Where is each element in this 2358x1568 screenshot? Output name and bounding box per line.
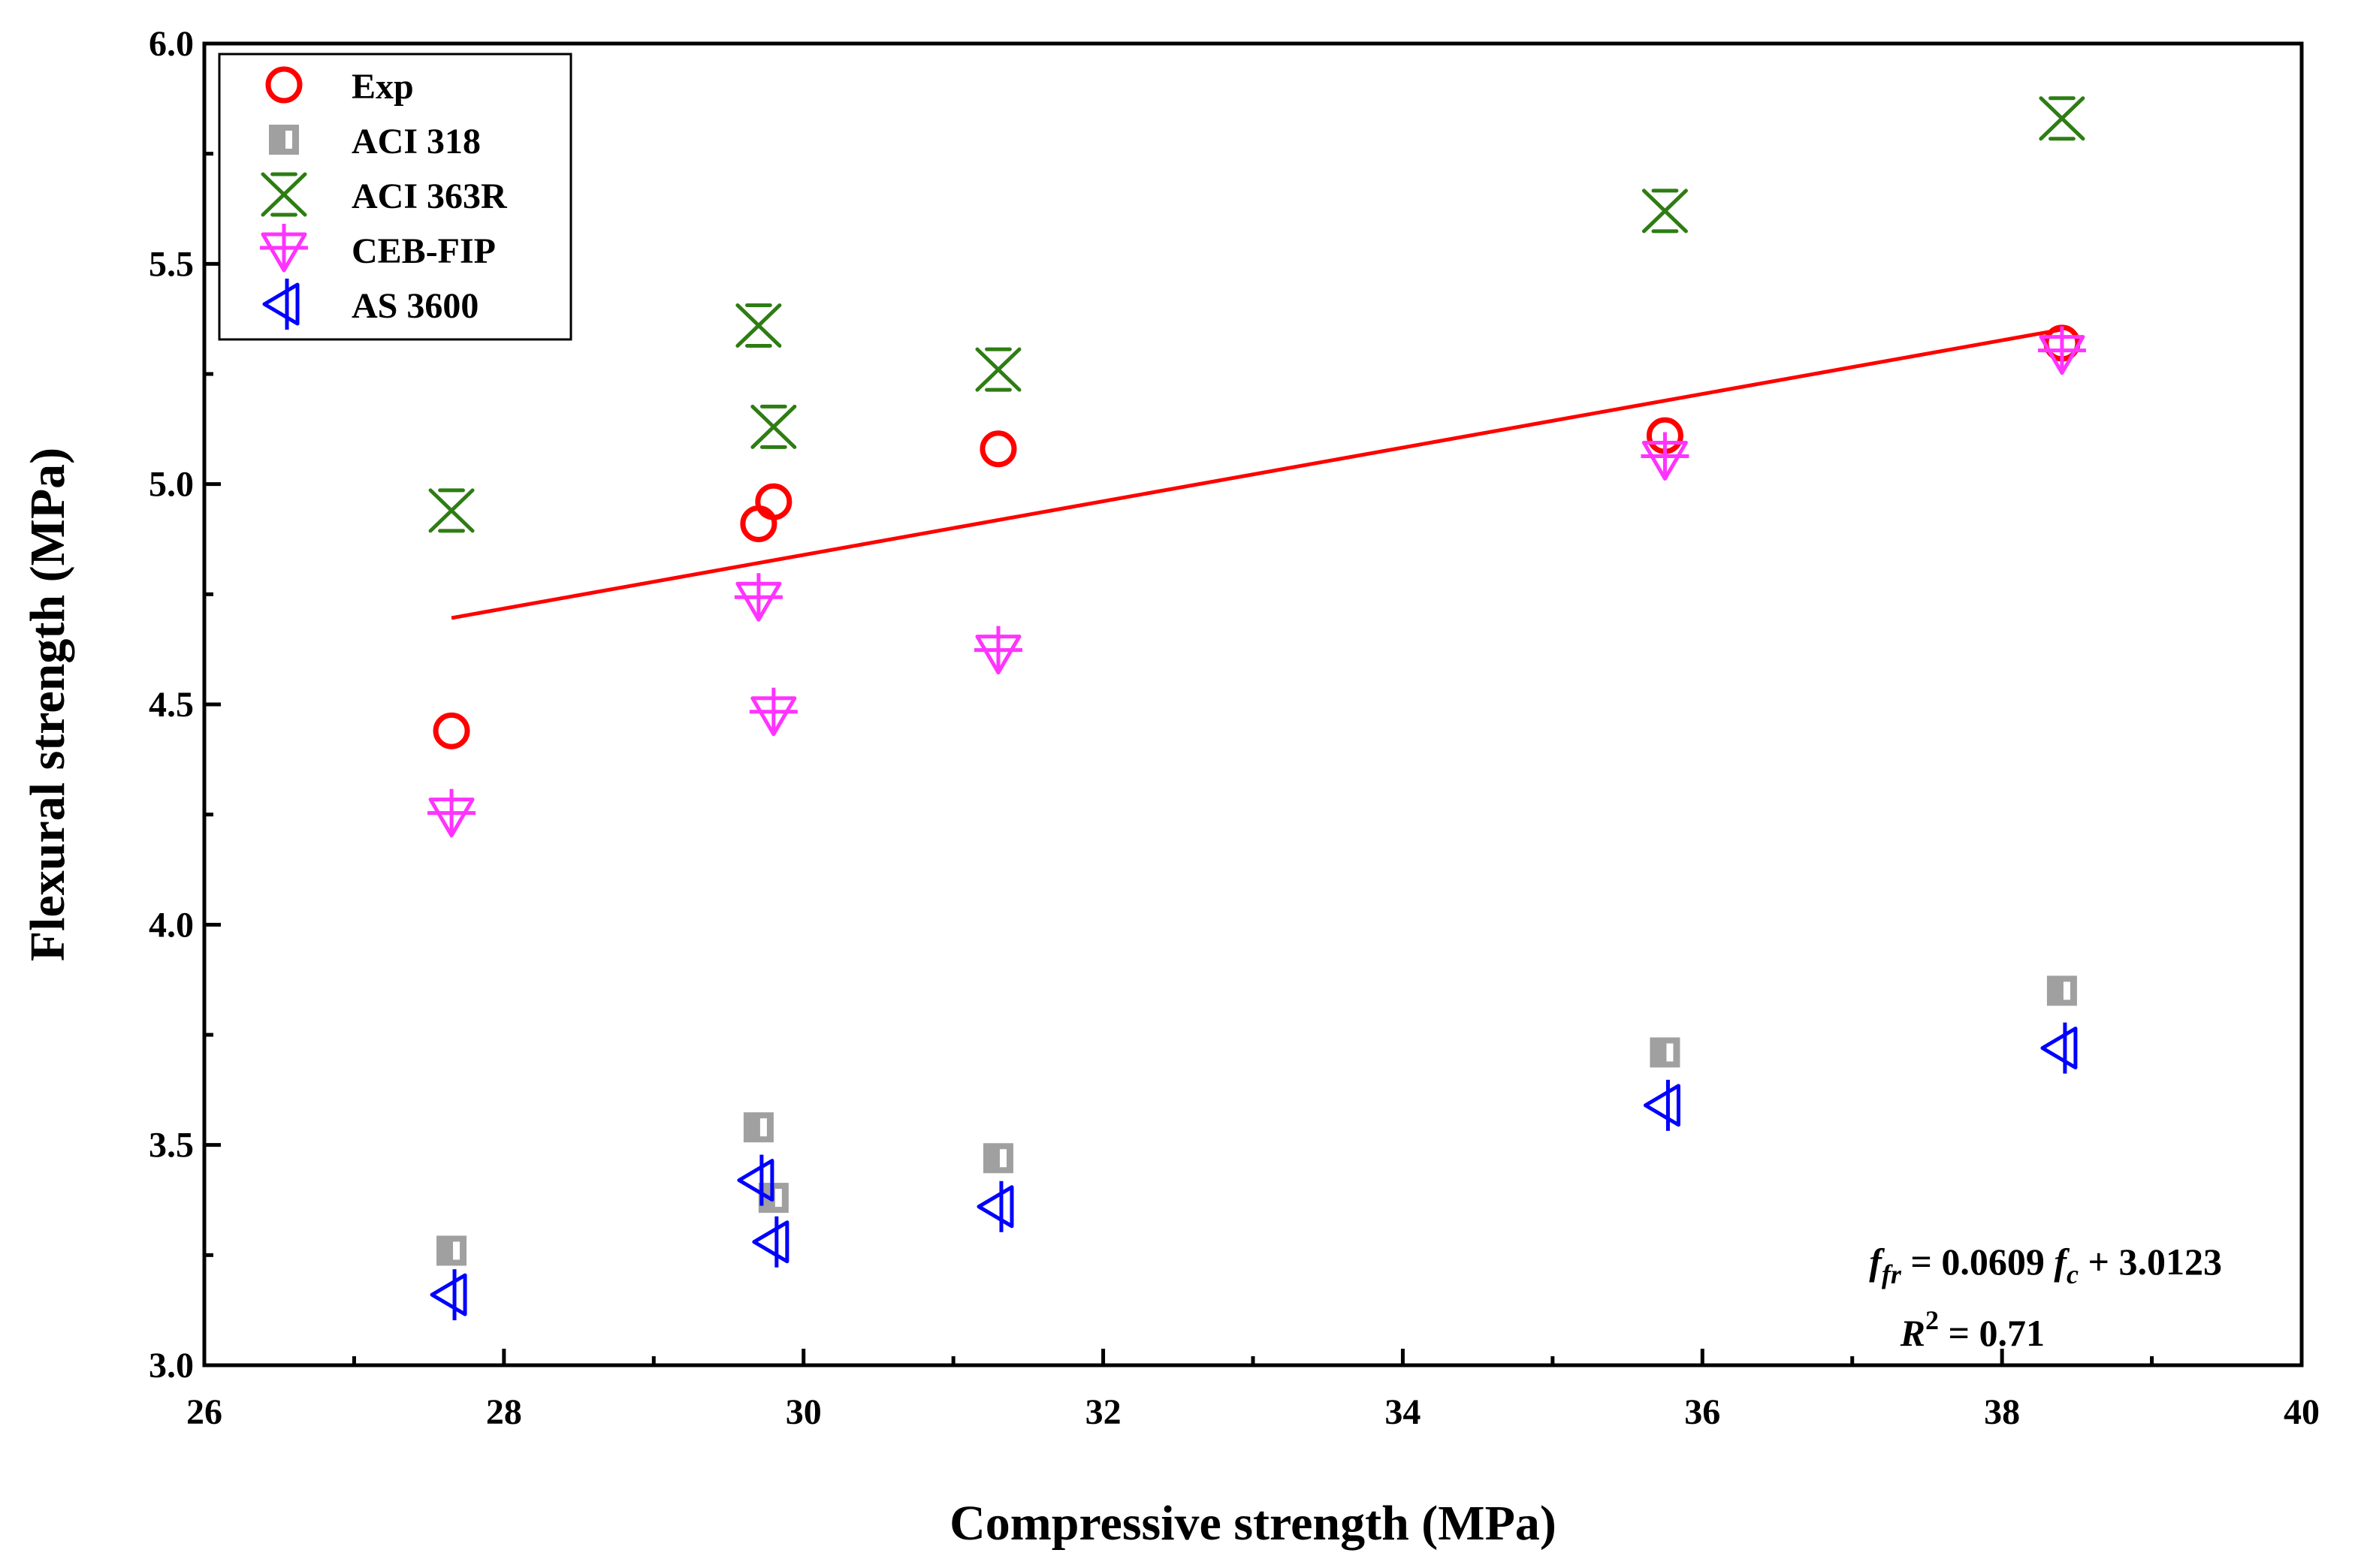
point-aci-318-4 xyxy=(1650,1037,1680,1068)
point-aci-363r-2 xyxy=(750,404,797,449)
point-aci-363r-4 xyxy=(1641,188,1688,234)
y-tick-label: 3.0 xyxy=(149,1346,194,1386)
y-tick-label: 6.0 xyxy=(149,24,194,64)
data-points xyxy=(427,96,2086,1321)
x-tick-label: 40 xyxy=(2284,1392,2320,1432)
legend-marker-ceb-fip xyxy=(260,224,308,273)
point-as-3600-2 xyxy=(752,1216,790,1268)
point-ceb-fip-3 xyxy=(974,626,1022,675)
point-exp-1 xyxy=(740,505,777,542)
r2-sup: 2 xyxy=(1925,1305,1939,1335)
point-aci-318-3 xyxy=(983,1143,1013,1174)
point-as-3600-4 xyxy=(1643,1079,1680,1131)
x-axis-title: Compressive strength (MPa) xyxy=(950,1496,1556,1551)
point-aci-363r-5 xyxy=(2039,96,2085,141)
legend-markers xyxy=(260,66,308,330)
r2-value: = 0.71 xyxy=(1939,1312,2045,1354)
eq-f: f xyxy=(1869,1241,1885,1283)
legend-marker-aci-318 xyxy=(269,125,299,155)
point-ceb-fip-1 xyxy=(734,573,783,622)
point-as-3600-5 xyxy=(2040,1022,2078,1074)
r-squared: R2 = 0.71 xyxy=(1900,1305,2045,1354)
point-aci-363r-3 xyxy=(975,347,1022,392)
y-tick-labels: 3.0 3.5 4.0 4.5 5.0 5.5 6.0 xyxy=(149,24,194,1386)
legend-label-as3600: AS 3600 xyxy=(352,286,479,326)
point-aci-318-1 xyxy=(743,1112,774,1143)
x-tick-label: 38 xyxy=(1984,1392,2020,1432)
y-tick-label: 4.0 xyxy=(149,905,194,945)
x-tick-labels: 26 28 30 32 34 36 38 40 xyxy=(186,1392,2320,1432)
eq-fr-subscript: fr xyxy=(1882,1259,1902,1289)
point-aci-318-5 xyxy=(2046,975,2077,1006)
x-tick-label: 32 xyxy=(1085,1392,1122,1432)
y-axis-title: Flexural strength (MPa) xyxy=(20,448,75,961)
axis-ticks xyxy=(202,41,2304,1367)
point-as-3600-3 xyxy=(977,1181,1014,1232)
point-aci-363r-1 xyxy=(735,303,782,348)
point-exp-2 xyxy=(755,483,793,520)
legend-marker-aci-363r xyxy=(261,172,307,217)
x-tick-label: 34 xyxy=(1384,1392,1421,1432)
point-as-3600-0 xyxy=(430,1269,467,1321)
point-exp-3 xyxy=(980,430,1017,468)
legend-label-cebfip: CEB-FIP xyxy=(352,231,496,271)
point-aci-363r-0 xyxy=(428,488,475,533)
point-ceb-fip-5 xyxy=(2037,326,2086,375)
y-tick-label: 5.0 xyxy=(149,465,194,505)
x-tick-label: 28 xyxy=(486,1392,522,1432)
legend-label-aci363r: ACI 363R xyxy=(352,176,508,216)
point-ceb-fip-4 xyxy=(1641,432,1689,481)
x-tick-label: 30 xyxy=(786,1392,822,1432)
eq-middle: = 0.0609 xyxy=(1901,1241,2055,1283)
r2-r: R xyxy=(1900,1312,1925,1354)
legend-label-exp: Exp xyxy=(352,67,414,107)
regression-equation: ffr = 0.0609 fc + 3.0123 xyxy=(1869,1241,2222,1289)
y-tick-label: 4.5 xyxy=(149,685,194,725)
legend-label-aci318: ACI 318 xyxy=(352,122,481,161)
x-tick-label: 26 xyxy=(186,1392,222,1432)
eq-end: + 3.0123 xyxy=(2079,1241,2222,1283)
point-ceb-fip-0 xyxy=(427,789,476,838)
point-ceb-fip-2 xyxy=(749,687,798,737)
legend-marker-as-3600 xyxy=(262,279,300,330)
legend-marker-exp xyxy=(265,66,303,104)
point-as-3600-1 xyxy=(737,1154,774,1206)
y-tick-label: 3.5 xyxy=(149,1126,194,1165)
eq-c-subscript: c xyxy=(2067,1259,2079,1289)
y-tick-label: 5.5 xyxy=(149,244,194,284)
x-tick-label: 36 xyxy=(1684,1392,1720,1432)
point-aci-318-0 xyxy=(436,1235,467,1266)
legend: Exp ACI 318 ACI 363R CEB-FIP AS 3600 xyxy=(218,53,572,341)
eq-f2: f xyxy=(2054,1241,2070,1283)
regression-line xyxy=(451,327,2063,620)
legend-box xyxy=(218,53,572,341)
point-exp-0 xyxy=(433,712,470,749)
